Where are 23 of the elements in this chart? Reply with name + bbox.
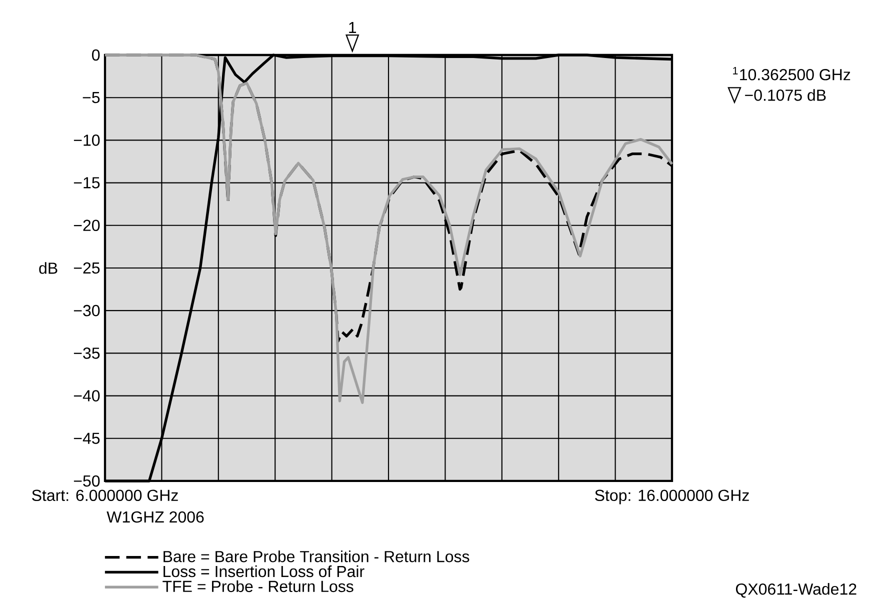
y-tick-label: −20 xyxy=(74,220,100,232)
y-tick-label: 0 xyxy=(92,49,100,61)
y-axis-title: dB xyxy=(39,262,58,274)
text: W1GHZ 2006 xyxy=(106,511,204,523)
y-tick-label: −30 xyxy=(74,304,100,316)
y-tick-label: −10 xyxy=(74,134,100,146)
annotation: 1 xyxy=(349,22,356,33)
y-tick-label: −15 xyxy=(74,177,100,188)
y-tick-label: −40 xyxy=(74,390,100,402)
text: QX0611-Wade12 xyxy=(736,583,856,598)
y-tick-label: −25 xyxy=(74,262,100,274)
y-tick-label: −35 xyxy=(74,348,100,359)
legend-label: Bare = Bare Probe Transition - Return Loss xyxy=(164,550,470,562)
legend-label: Loss = Insertion Loss of Pair xyxy=(164,565,364,578)
line-series xyxy=(104,54,674,404)
legend-label: TFE = Probe - Return Loss xyxy=(162,580,354,592)
x-tick-label: Start: 6.000000 GHz xyxy=(32,490,178,502)
text: −0.1075 dB xyxy=(745,89,826,101)
y-tick-label: −45 xyxy=(74,432,100,444)
x-tick-label: Stop: 16.000000 GHz xyxy=(595,490,749,504)
y-tick-label: −5 xyxy=(82,92,100,104)
y-tick-label: −50 xyxy=(74,475,100,487)
text: $^{1}$10.362500 GHz xyxy=(733,67,850,80)
